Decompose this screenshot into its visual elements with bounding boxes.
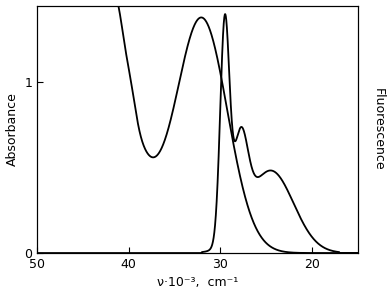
Y-axis label: Fluorescence: Fluorescence	[371, 88, 385, 171]
X-axis label: ν·10⁻³,  cm⁻¹: ν·10⁻³, cm⁻¹	[157, 276, 238, 289]
Y-axis label: Absorbance: Absorbance	[5, 92, 19, 166]
